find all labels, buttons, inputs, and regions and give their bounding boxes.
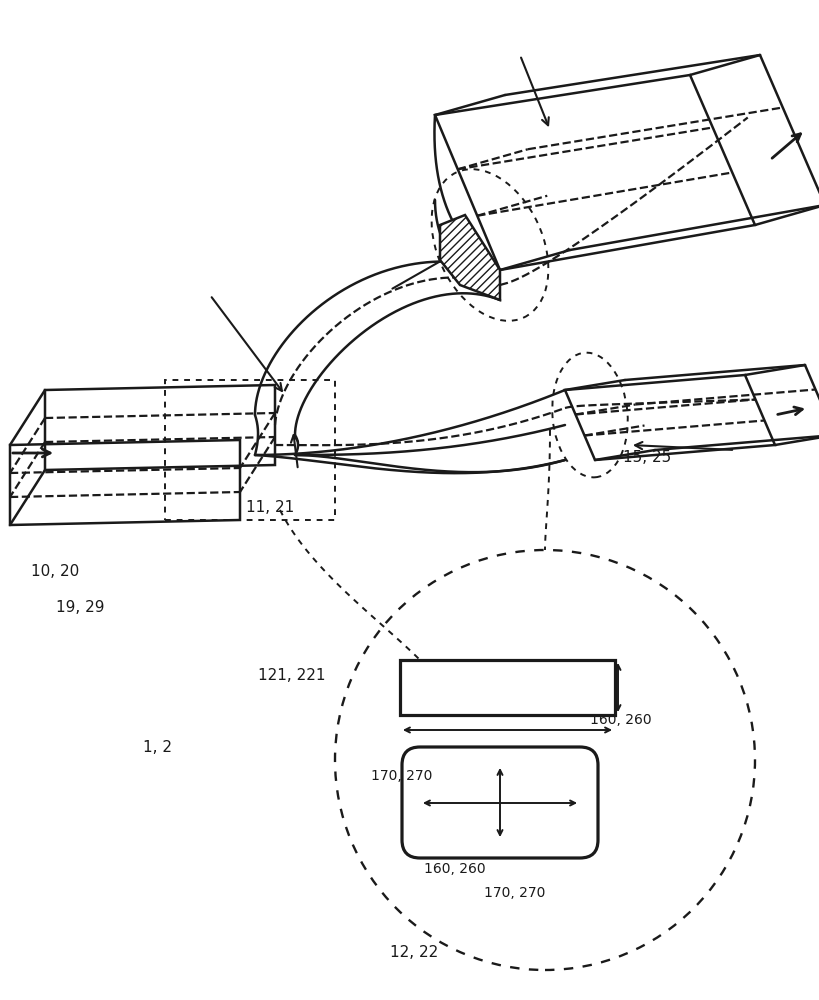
Text: 160, 260: 160, 260 [590,713,651,727]
Text: 19, 29: 19, 29 [56,600,104,615]
Bar [400,660,614,715]
Text: 15, 25: 15, 25 [622,450,671,465]
Bar [165,380,335,520]
Text: 170, 270: 170, 270 [371,769,432,783]
Polygon shape [440,215,500,300]
Text: 1, 2: 1, 2 [143,740,172,756]
Text: 11, 21: 11, 21 [246,500,294,516]
Text: 160, 260: 160, 260 [423,862,485,876]
Text: 10, 20: 10, 20 [31,564,79,579]
Text: 121, 221: 121, 221 [258,668,325,682]
Text: 170, 270: 170, 270 [483,886,545,900]
Text: 12, 22: 12, 22 [390,945,437,960]
